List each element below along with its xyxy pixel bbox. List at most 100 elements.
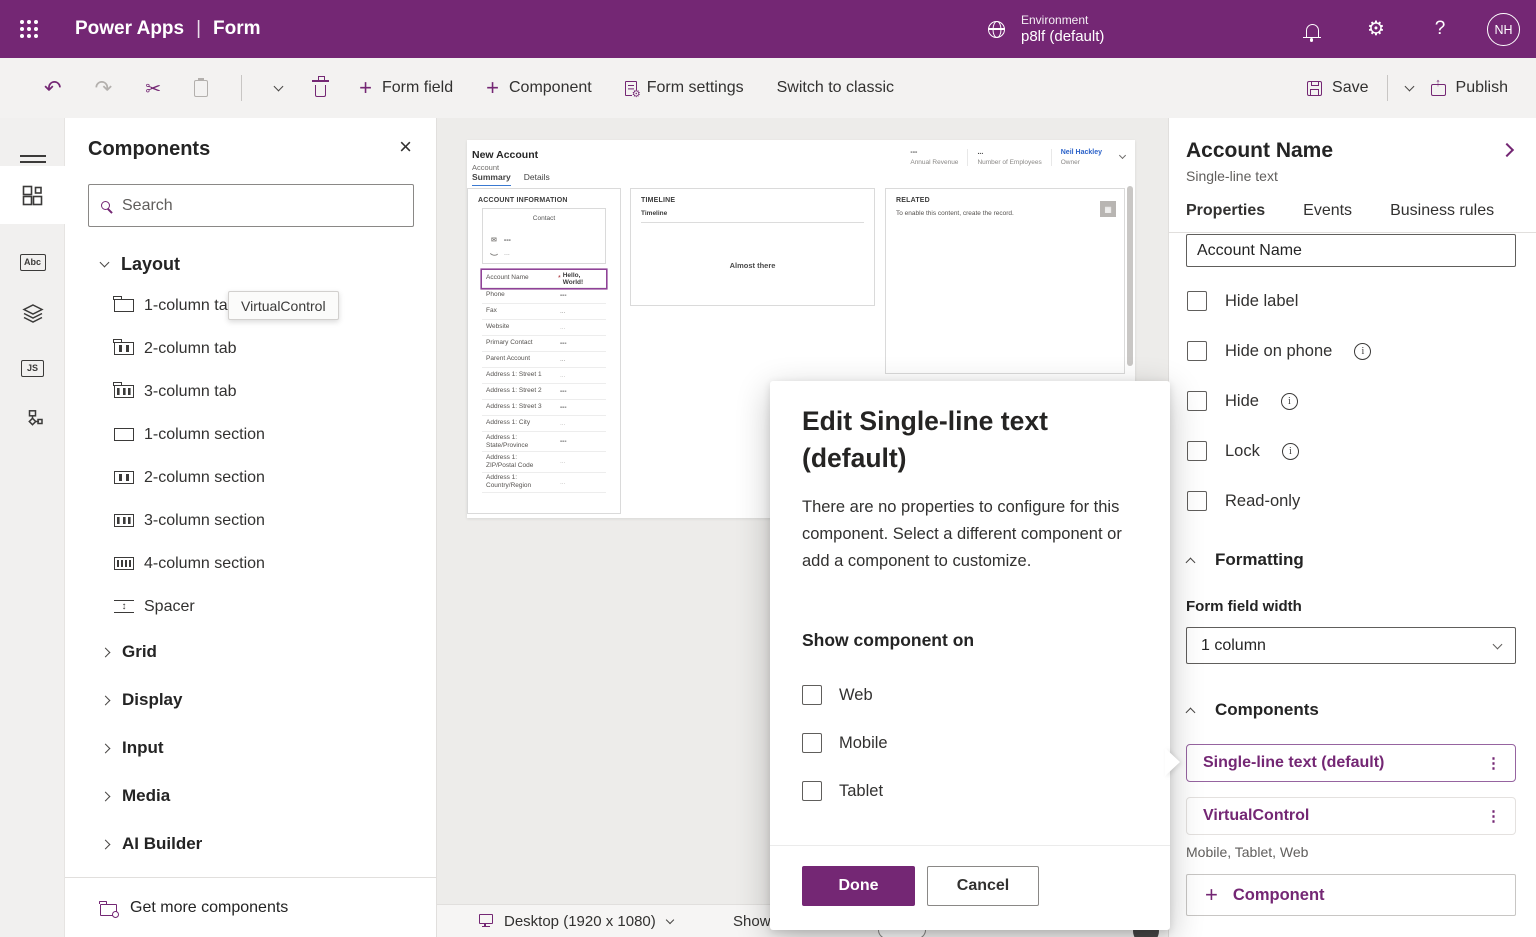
- layout-component-item[interactable]: 4-column section: [65, 542, 436, 585]
- save-button[interactable]: Save: [1307, 79, 1369, 97]
- rail-sitemap-tab[interactable]: [0, 396, 65, 444]
- form-field-row[interactable]: Phone ---: [482, 288, 606, 304]
- rail-components-tab[interactable]: [0, 166, 65, 224]
- rail-scripts-tab[interactable]: JS: [0, 344, 65, 392]
- add-component-button[interactable]: Component: [1186, 874, 1516, 916]
- timeline-section[interactable]: TIMELINE Timeline Almost there: [630, 188, 875, 306]
- info-icon[interactable]: [1281, 442, 1299, 460]
- platform-checkbox-row[interactable]: Web: [802, 671, 888, 719]
- checkbox[interactable]: [1187, 341, 1207, 361]
- tab-business-rules[interactable]: Business rules: [1390, 202, 1495, 219]
- component-item[interactable]: Single-line text (default): [1186, 744, 1516, 782]
- paste-button[interactable]: [194, 77, 209, 97]
- checkbox[interactable]: [1187, 491, 1207, 511]
- environment-picker[interactable]: Environment p8lf (default): [988, 0, 1104, 58]
- component-group-header[interactable]: Grid: [65, 628, 436, 676]
- component-group-header[interactable]: Input: [65, 724, 436, 772]
- rail-tree-view-tab[interactable]: [0, 290, 65, 338]
- add-form-field-button[interactable]: Form field: [359, 77, 453, 99]
- more-commands-button[interactable]: [273, 81, 284, 91]
- publish-button[interactable]: Publish: [1430, 79, 1508, 97]
- layout-component-item[interactable]: 3-column section: [65, 499, 436, 542]
- checkbox[interactable]: [802, 685, 822, 705]
- cut-button[interactable]: [145, 78, 161, 99]
- done-button[interactable]: Done: [802, 866, 915, 906]
- component-group-header[interactable]: Media: [65, 772, 436, 820]
- tab-properties[interactable]: Properties: [1186, 202, 1266, 241]
- checkbox[interactable]: [802, 733, 822, 753]
- more-options-icon[interactable]: [1486, 754, 1501, 772]
- layout-component-item[interactable]: 3-column tab: [65, 370, 436, 413]
- form-field-row[interactable]: Address 1: ZIP/Postal Code ...: [482, 452, 606, 473]
- tab-events[interactable]: Events: [1303, 202, 1353, 219]
- checkbox[interactable]: [1187, 391, 1207, 411]
- scrollbar-thumb[interactable]: [1127, 186, 1133, 366]
- layout-component-item[interactable]: Spacer: [65, 585, 436, 628]
- form-field-row[interactable]: Address 1: State/Province ---: [482, 432, 606, 453]
- component-group-header[interactable]: AI Builder: [65, 820, 436, 868]
- property-checkbox-row[interactable]: Hide: [1187, 376, 1516, 426]
- layout-component-item[interactable]: 2-column tab: [65, 327, 436, 370]
- layout-group-header[interactable]: Layout: [65, 244, 436, 284]
- close-panel-icon[interactable]: [399, 136, 412, 158]
- save-split-button[interactable]: [1404, 81, 1414, 91]
- form-field-row[interactable]: Address 1: Street 3 ---: [482, 400, 606, 416]
- property-checkbox-row[interactable]: Lock: [1187, 426, 1516, 476]
- components-section-header[interactable]: Components: [1185, 700, 1319, 720]
- property-checkbox-row[interactable]: Read-only: [1187, 476, 1516, 526]
- contact-card[interactable]: Contact --- ...: [482, 208, 606, 264]
- settings-button[interactable]: [1356, 0, 1396, 58]
- info-icon[interactable]: [1354, 342, 1372, 360]
- tab-summary[interactable]: Summary: [472, 172, 511, 186]
- form-field-row[interactable]: Address 1: City ...: [482, 416, 606, 432]
- layout-component-item[interactable]: 1-column section: [65, 413, 436, 456]
- checkbox[interactable]: [1187, 441, 1207, 461]
- info-icon[interactable]: [1280, 392, 1298, 410]
- rail-fields-tab[interactable]: Abc: [0, 238, 65, 286]
- chevron-down-icon[interactable]: [1118, 151, 1127, 160]
- component-group-header[interactable]: Display: [65, 676, 436, 724]
- property-checkbox-row[interactable]: Hide on phone: [1187, 326, 1516, 376]
- device-preview-selector[interactable]: Desktop (1920 x 1080): [479, 905, 675, 937]
- checkbox[interactable]: [802, 781, 822, 801]
- get-more-components-button[interactable]: Get more components: [65, 879, 436, 937]
- platform-checkbox-row[interactable]: Mobile: [802, 719, 888, 767]
- preview-scrollbar[interactable]: [1127, 150, 1133, 508]
- account-information-section[interactable]: ACCOUNT INFORMATION Contact --- ... Acco…: [467, 188, 621, 514]
- redo-button[interactable]: [95, 78, 113, 99]
- notifications-button[interactable]: [1292, 0, 1332, 58]
- related-grid-icon[interactable]: [1100, 201, 1116, 217]
- property-checkbox-row[interactable]: Hide label: [1187, 276, 1516, 326]
- form-field-row[interactable]: Address 1: Country/Region ...: [482, 473, 606, 493]
- platform-checkbox-row[interactable]: Tablet: [802, 767, 888, 815]
- delete-button[interactable]: [312, 76, 330, 97]
- form-field-width-dropdown[interactable]: 1 column: [1186, 627, 1516, 664]
- form-field-row[interactable]: Primary Contact ---: [482, 336, 606, 352]
- label-field[interactable]: [1186, 234, 1516, 267]
- form-field-row[interactable]: Fax ...: [482, 304, 606, 320]
- form-settings-button[interactable]: Form settings: [624, 79, 744, 100]
- checkbox[interactable]: [1187, 291, 1207, 311]
- search-input[interactable]: [122, 196, 401, 215]
- formatting-section-header[interactable]: Formatting: [1185, 550, 1304, 570]
- help-button[interactable]: [1420, 0, 1460, 58]
- undo-button[interactable]: [44, 78, 62, 99]
- switch-to-classic-button[interactable]: Switch to classic: [777, 79, 894, 97]
- user-avatar[interactable]: NH: [1487, 13, 1520, 46]
- add-component-button[interactable]: Component: [486, 77, 592, 99]
- more-options-icon[interactable]: [1486, 807, 1501, 825]
- form-field-row[interactable]: Address 1: Street 2 ---: [482, 384, 606, 400]
- layout-component-item[interactable]: 2-column section: [65, 456, 436, 499]
- component-item[interactable]: VirtualControl: [1186, 797, 1516, 835]
- cancel-button[interactable]: Cancel: [927, 866, 1039, 906]
- form-field-row[interactable]: Account Name * Hello, World!: [482, 270, 606, 288]
- layout-component-item[interactable]: 1-column tab: [65, 284, 436, 327]
- related-section[interactable]: RELATED To enable this content, create t…: [885, 188, 1125, 374]
- form-field-row[interactable]: Address 1: Street 1 ...: [482, 368, 606, 384]
- form-field-row[interactable]: Website ...: [482, 320, 606, 336]
- form-field-row[interactable]: Parent Account ...: [482, 352, 606, 368]
- chevron-right-icon[interactable]: [1499, 142, 1515, 158]
- waffle-menu-icon[interactable]: [20, 20, 40, 40]
- layout-component-icon: [114, 428, 134, 441]
- tab-details[interactable]: Details: [523, 172, 550, 182]
